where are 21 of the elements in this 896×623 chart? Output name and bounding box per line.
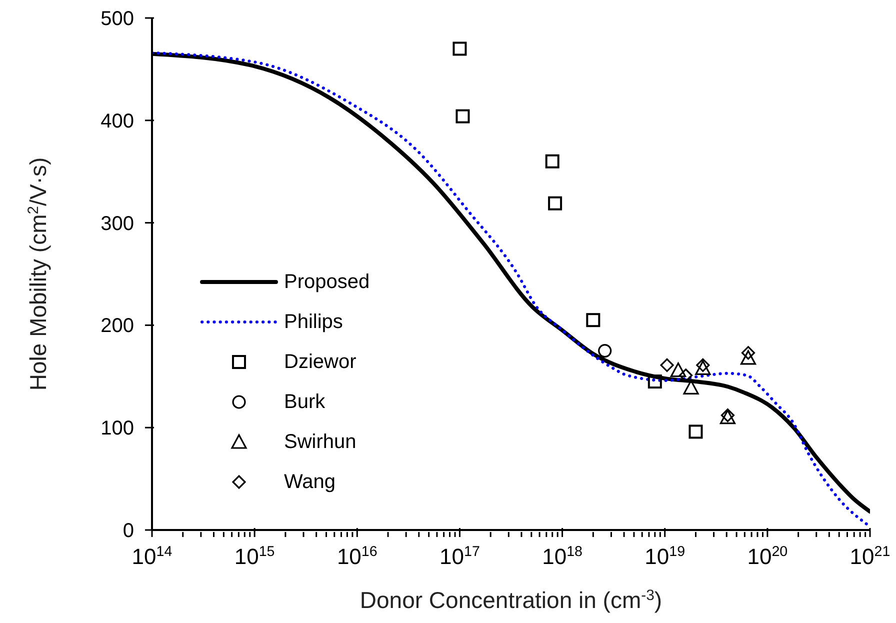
legend-label: Wang (284, 470, 336, 494)
y-tick-label: 400 (100, 110, 134, 132)
x-tick-label: 10$^{14}$ (132, 544, 172, 569)
x-tick-label: 10$^{16}$ (336, 544, 378, 569)
x-tick-label: 10$^{19}$ (644, 544, 686, 569)
x-tick-label: 10$^{18}$ (542, 544, 583, 569)
x-axis-title: Donor Concentration in (cm$^{-3}$) (360, 586, 662, 613)
x-tick-label: 10$^{17}$ (440, 544, 480, 569)
y-tick-label: 100 (100, 418, 134, 440)
x-tick-label: 10$^{21}$ (850, 544, 890, 569)
y-tick-label: 200 (100, 315, 134, 338)
legend-label: Burk (284, 390, 326, 414)
legend-label: Proposed (284, 270, 370, 294)
x-tick-label: 10$^{20}$ (747, 544, 788, 569)
y-tick-label: 300 (100, 212, 134, 235)
x-tick-label: 10$^{15}$ (234, 544, 275, 569)
y-tick-label: 500 (100, 8, 134, 30)
legend-label: Swirhun (284, 430, 356, 454)
legend-label: Philips (284, 310, 343, 334)
y-tick-label: 0 (122, 520, 134, 542)
legend-label: Dziewor (284, 350, 356, 374)
